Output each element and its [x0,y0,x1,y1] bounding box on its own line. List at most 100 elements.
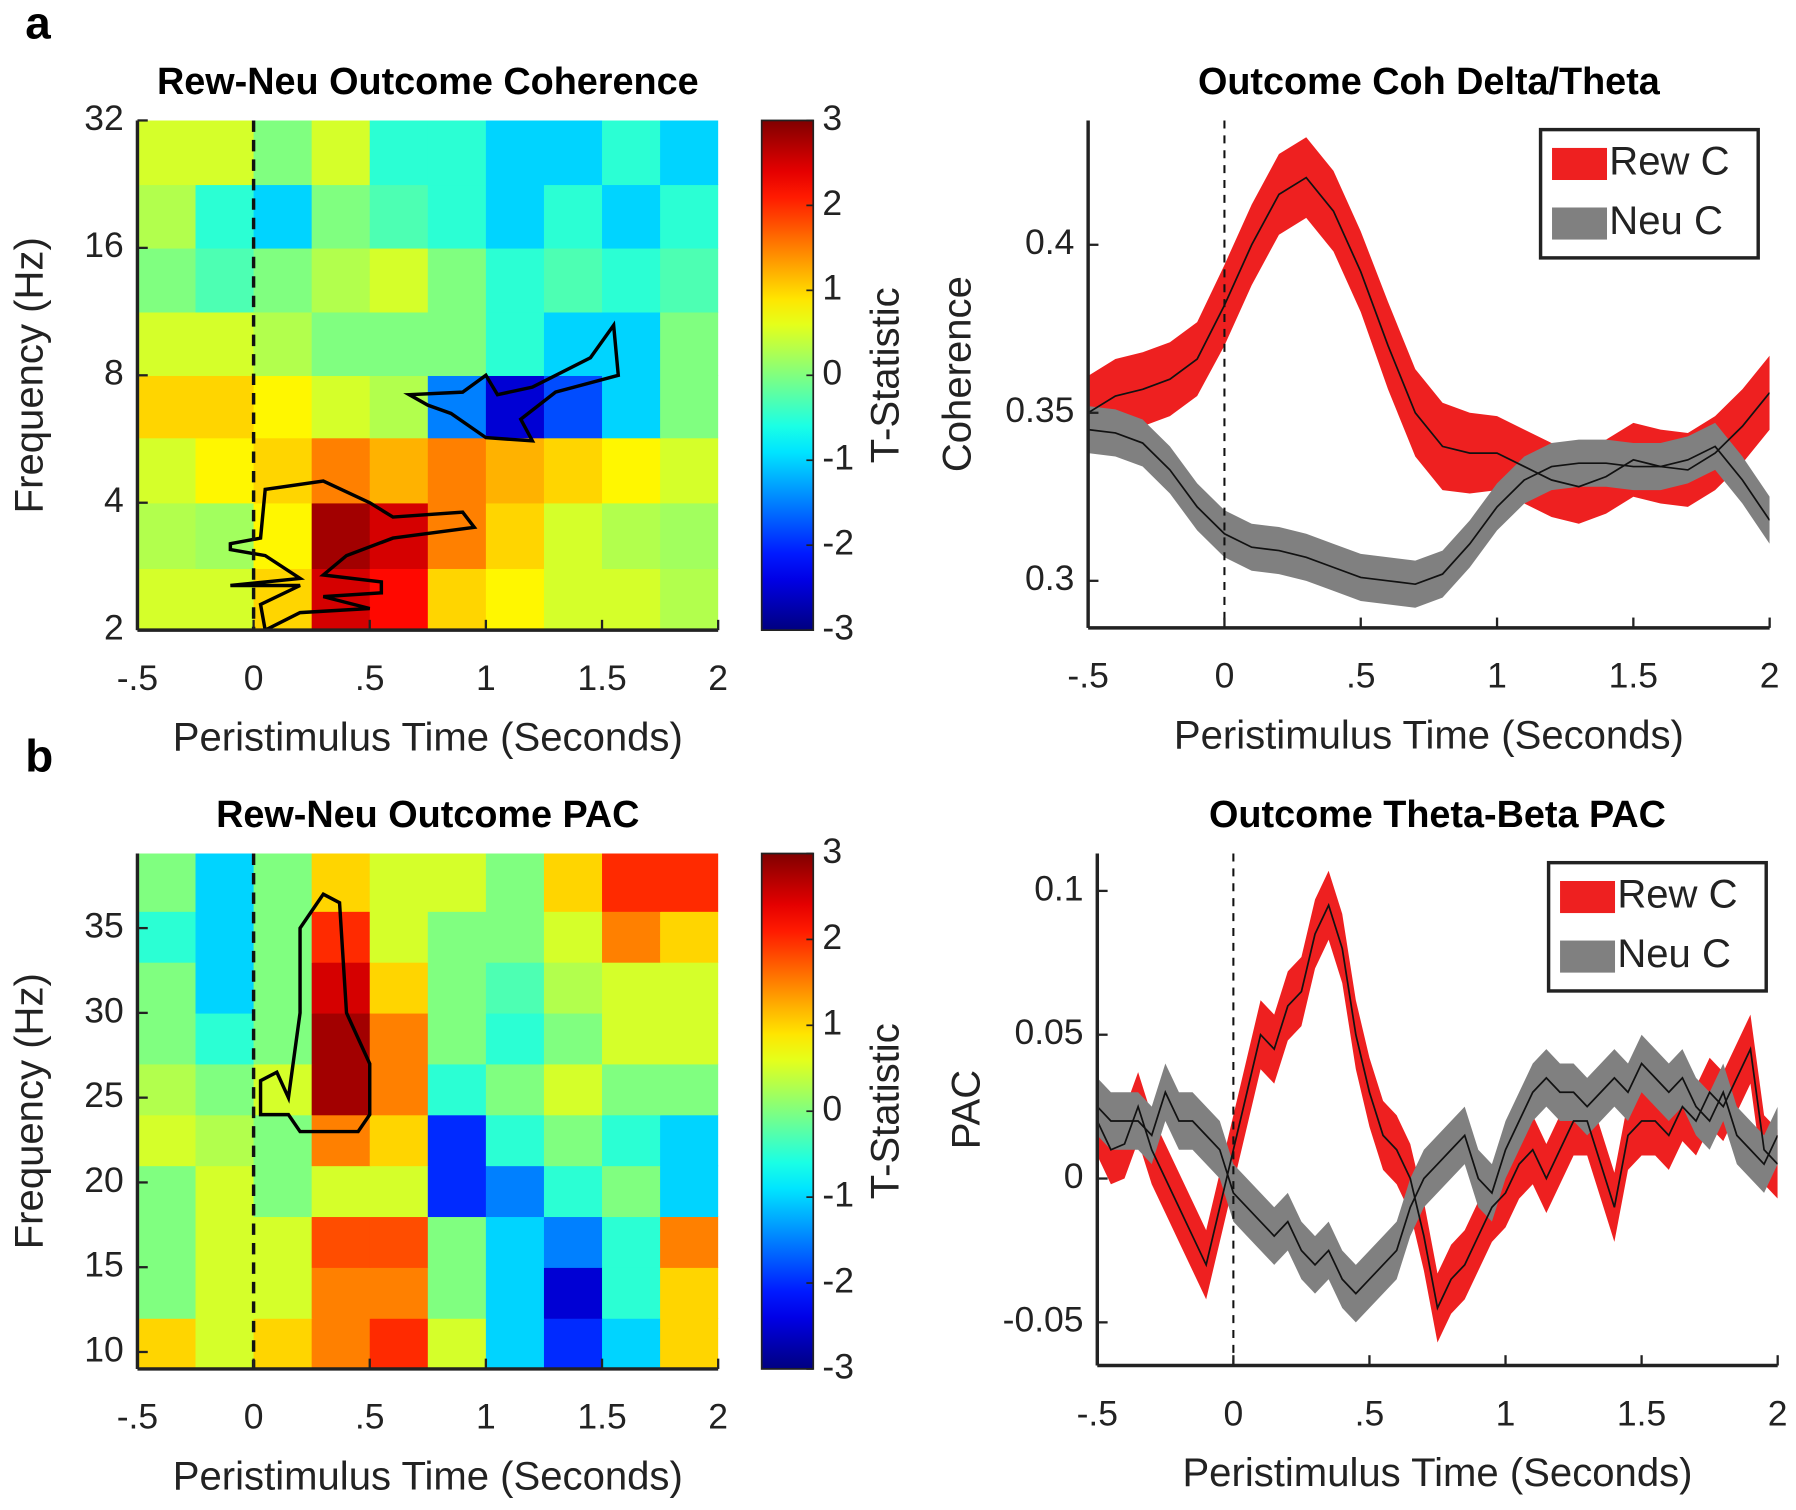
heat-cell [602,1216,661,1268]
heat-cell [369,1267,429,1319]
heat-cell [602,502,661,569]
heat-cell [543,962,603,1014]
y-axis-label: PAC [945,1070,989,1149]
heat-cell [543,853,603,912]
heat-cell [485,502,545,569]
x-tick-label: 1.5 [577,1397,626,1437]
heat-cell [660,1267,719,1319]
heat-cell [660,1063,719,1116]
heat-cell [543,911,603,963]
heat-cell [253,1216,313,1268]
y-tick-label: 32 [84,98,123,138]
y-tick-label: 15 [84,1245,123,1285]
heat-cell [369,1063,429,1116]
heat-cell [195,502,255,569]
y-tick-label: 0.4 [1025,222,1074,262]
heat-cell [485,1267,545,1319]
heat-cell [543,184,603,249]
colorbar-tick-label: 2 [822,183,842,223]
x-tick-label: 0 [244,1397,264,1437]
colorbar-tick-label: -2 [822,1260,854,1300]
heat-cell [485,1063,545,1116]
heat-cell [660,1012,719,1065]
heat-cell [427,1267,487,1319]
cluster-contour [258,891,372,1134]
colorbar-tick-label: 1 [822,268,842,308]
heat-cell [485,1318,545,1369]
y-tick-label: 30 [84,990,123,1030]
chart-title: Outcome Coh Delta/Theta [1198,61,1661,103]
x-tick-label: 1 [476,1397,496,1437]
heat-cell [369,1114,429,1167]
heat-cell [253,311,313,376]
heat-cell [602,311,661,376]
legend-swatch [1552,147,1608,181]
legend-swatch [1560,880,1616,914]
heat-cell [660,1318,719,1369]
heat-cell [485,853,545,912]
heat-cell [543,568,603,631]
x-tick-label: 1 [476,658,496,698]
plot-area [1097,870,1778,1343]
heat-cell [660,1114,719,1167]
x-axis-label: Peristimulus Time (Seconds) [173,1454,683,1498]
heat-cell [369,853,429,912]
heat-cell [137,184,197,249]
heat-cell [660,120,719,186]
y-tick-label: 35 [84,905,123,945]
x-tick-label: 0 [244,658,264,698]
heat-cell [311,1165,371,1218]
heat-cell [253,1267,313,1319]
x-tick-label: 1 [1487,656,1507,696]
plot-area [137,120,719,631]
heat-cell [602,1114,661,1167]
heat-cell [660,962,719,1014]
heat-cell [137,1114,197,1167]
heat-cell [137,568,197,631]
y-axis-label: Frequency (Hz) [8,973,52,1249]
x-tick-label: .5 [1355,1393,1385,1433]
heat-cell [427,1318,487,1369]
x-tick-label: 0 [1215,656,1235,696]
heat-cell [137,1216,197,1268]
heat-cell [311,962,371,1014]
heat-cell [253,1012,313,1065]
y-tick-label: 25 [84,1075,123,1115]
heat-cell [253,911,313,963]
colorbar-label: T-Statistic [863,287,907,463]
legend-swatch [1552,207,1608,240]
heat-cell [137,911,197,963]
heat-cell [195,1114,255,1167]
x-tick-label: -.5 [117,1397,158,1437]
mean-line [1097,1061,1778,1295]
heat-cell [485,1114,545,1167]
heat-cell [311,120,371,186]
heat-cell [427,437,487,504]
colorbar-tick-label: -3 [822,608,854,648]
x-tick-label: 1 [1496,1393,1516,1433]
heat-cell [137,1165,197,1218]
heat-cell [369,120,429,186]
error-band [1097,1034,1778,1323]
heat-cell [369,437,429,504]
x-tick-label: -.5 [1067,656,1108,696]
colorbar [760,119,815,632]
plot-area [137,853,719,1369]
heat-cell [195,853,255,912]
heat-cell [427,247,487,313]
y-tick-label: 0.1 [1034,868,1083,908]
heat-cell [311,311,371,376]
heat-cell [137,1012,197,1065]
mean-line [1097,902,1778,1311]
heat-cell [195,1267,255,1319]
heat-cell [195,1165,255,1218]
x-tick-label: -.5 [117,658,158,698]
x-axis-label: Peristimulus Time (Seconds) [1182,1451,1692,1495]
heat-cell [137,1063,197,1116]
heat-cell [660,311,719,376]
heat-cell [543,1114,603,1167]
heat-cell [195,120,255,186]
heat-cell [602,247,661,313]
heat-cell [195,247,255,313]
heat-cell [602,1165,661,1218]
